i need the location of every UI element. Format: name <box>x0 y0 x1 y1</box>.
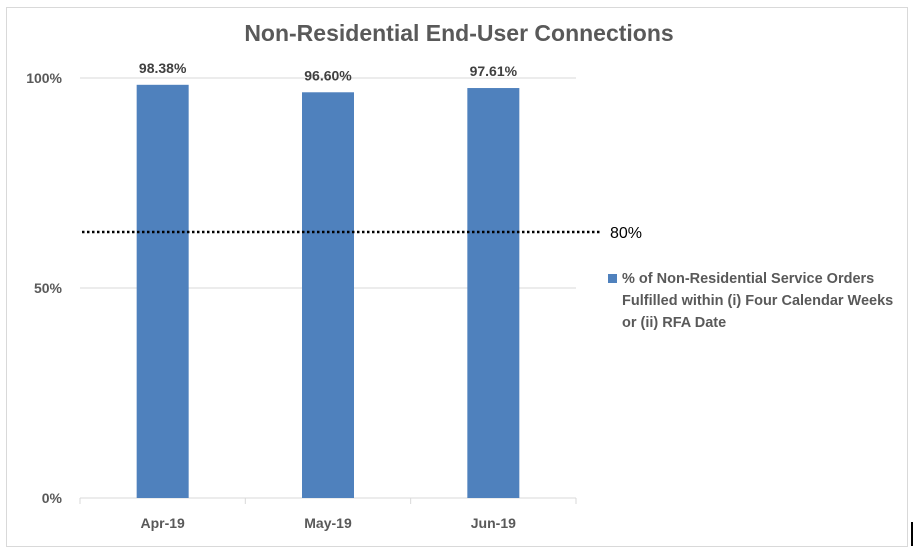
legend-label: % of Non-Residential Service Orders Fulf… <box>622 271 894 331</box>
y-tick-label: 0% <box>42 490 63 506</box>
legend-swatch <box>608 274 617 283</box>
data-label: 97.61% <box>470 63 518 79</box>
x-tick-label: Apr-19 <box>140 515 185 531</box>
x-tick-label: May-19 <box>304 515 352 531</box>
bar <box>302 92 354 498</box>
y-tick-label: 50% <box>34 280 63 296</box>
data-label: 98.38% <box>139 60 187 76</box>
bar <box>136 84 189 498</box>
edge-mark <box>911 522 913 546</box>
y-tick-label: 100% <box>26 70 62 86</box>
chart-title: Non-Residential End-User Connections <box>244 20 674 46</box>
x-tick-label: Jun-19 <box>471 515 516 531</box>
bar <box>467 88 520 499</box>
target-line-label: 80% <box>610 225 642 242</box>
data-label: 96.60% <box>304 67 352 83</box>
